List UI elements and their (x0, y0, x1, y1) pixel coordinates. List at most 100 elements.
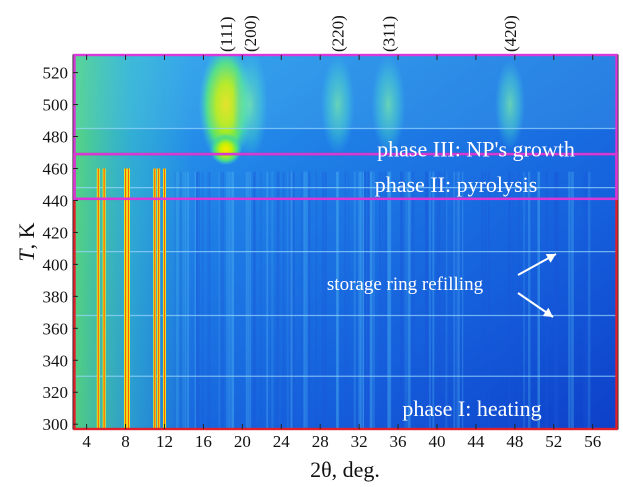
texture-streak (512, 171, 515, 429)
peak-label: (111) (217, 16, 236, 52)
texture-streak (381, 171, 384, 429)
texture-streak (404, 171, 406, 429)
precursor-lines (96, 168, 166, 429)
diffraction-peak-glow (209, 133, 242, 166)
texture-streak (545, 171, 548, 429)
texture-streak (429, 171, 431, 429)
y-axis-title: T, K (14, 222, 39, 261)
texture-streak (335, 171, 339, 429)
texture-streak (481, 171, 484, 429)
texture-streak (400, 171, 404, 429)
texture-streak (246, 171, 248, 429)
plot-area (73, 55, 618, 429)
texture-streak (384, 171, 387, 429)
texture-streak (568, 171, 571, 429)
texture-streak (444, 171, 446, 429)
texture-streak (300, 171, 304, 429)
texture-streak (259, 171, 262, 429)
texture-streak (347, 171, 350, 429)
refill-arrow-head (545, 253, 556, 263)
texture-streak (266, 171, 269, 429)
texture-streak (455, 171, 457, 429)
texture-streak (369, 171, 372, 429)
texture-streak (209, 171, 211, 429)
texture-streak (571, 171, 574, 429)
y-tick-label: 400 (43, 255, 69, 274)
texture-streak (587, 171, 591, 429)
texture-streak (207, 171, 211, 429)
phase-label-2: phase II: pyrolysis (375, 172, 538, 197)
texture-streak (385, 171, 387, 429)
texture-streak (174, 171, 177, 429)
texture-streak (304, 171, 308, 429)
texture-streak (362, 171, 364, 429)
texture-streak (586, 171, 589, 429)
y-tick-label: 520 (43, 64, 69, 83)
texture-streak (372, 171, 374, 429)
y-axis: 300 320 340 360 380 400 420 440 460 480 500 520 (43, 64, 78, 434)
texture-streak (362, 171, 365, 429)
texture-streak (387, 171, 390, 429)
texture-streak (254, 171, 256, 429)
texture-streak (517, 171, 520, 429)
texture-streak (232, 171, 234, 429)
texture-streak (585, 171, 588, 429)
texture-streak (454, 171, 456, 429)
texture-streak (276, 171, 280, 429)
phase-label-3: phase III: NP's growth (377, 136, 575, 161)
texture-streak (437, 171, 440, 429)
texture-streak (453, 171, 456, 429)
texture-streak (404, 171, 407, 429)
texture-streak (441, 171, 443, 429)
texture-streak (537, 171, 540, 429)
x-tick-label: 20 (234, 432, 251, 451)
x-tick-label: 8 (121, 432, 130, 451)
texture-streak (425, 171, 428, 429)
texture-streak (457, 171, 460, 429)
texture-streak (389, 171, 392, 429)
texture-streak (220, 171, 223, 429)
texture-streak (367, 171, 370, 429)
texture-streak (555, 171, 558, 429)
y-tick-label: 460 (43, 159, 69, 178)
texture-streak (400, 171, 403, 429)
texture-streak (456, 171, 460, 429)
texture-streak (196, 171, 198, 429)
texture-streak (225, 171, 228, 429)
texture-streak (445, 171, 448, 429)
texture-streak (435, 171, 438, 429)
texture-streak (196, 171, 199, 429)
texture-streak (179, 171, 182, 429)
diffraction-peak-glow (494, 59, 525, 150)
y-axis-symbol: T (14, 248, 39, 262)
texture-streak (288, 171, 292, 429)
phase-box-3 (73, 53, 618, 201)
texture-streak (364, 171, 367, 429)
y-tick-label: 480 (43, 128, 69, 147)
refill-annotation: storage ring refilling (327, 274, 484, 295)
low-angle-glow (73, 55, 193, 429)
texture-streak (407, 171, 411, 429)
x-tick-label: 56 (584, 432, 601, 451)
peak-label: (420) (501, 15, 520, 52)
y-axis-unit: , K (14, 222, 39, 249)
texture-streak (411, 171, 413, 429)
texture-streak (337, 171, 339, 429)
texture-streak (370, 171, 374, 429)
texture-streak (245, 171, 247, 429)
texture-streak (307, 171, 311, 429)
texture-streak (412, 171, 415, 429)
precursor-line-core (163, 168, 166, 429)
precursor-line-core (158, 168, 160, 429)
x-tick-label: 28 (312, 432, 329, 451)
texture-streak (408, 171, 411, 429)
texture-streak (432, 171, 435, 429)
texture-streak (321, 171, 325, 429)
texture-streak (222, 171, 225, 429)
texture-streak (353, 171, 356, 429)
peak-label: (220) (329, 15, 348, 52)
texture-streak (277, 171, 281, 429)
phase-label-1: phase I: heating (402, 396, 541, 421)
x-axis: 4 8 12 16 20 24 28 32 36 40 44 48 52 56 (82, 55, 601, 451)
